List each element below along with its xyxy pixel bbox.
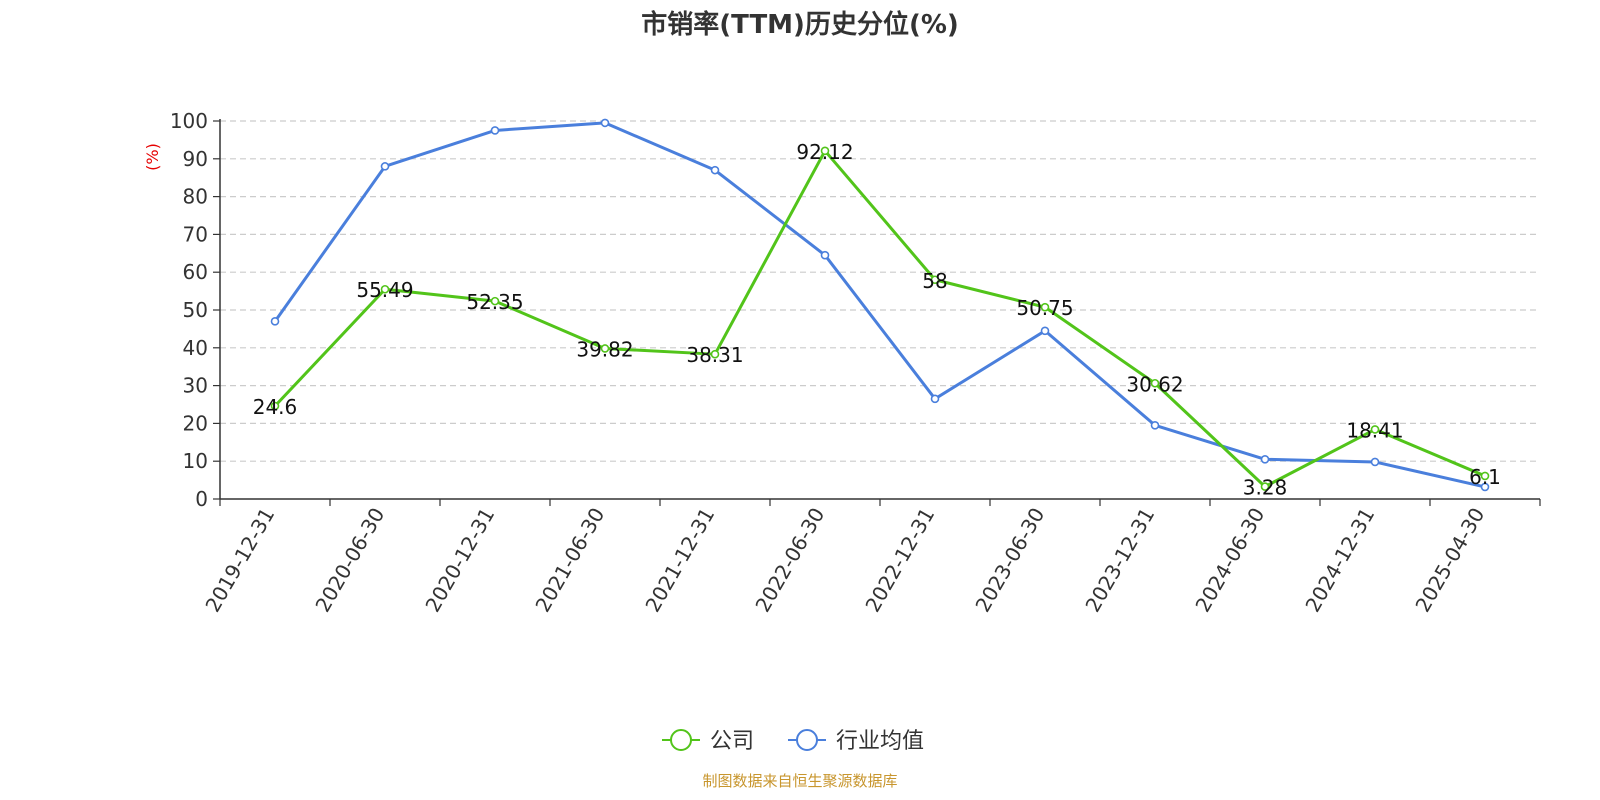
data-point	[710, 165, 720, 175]
source-note: 制图数据来自恒生聚源数据库	[702, 772, 898, 790]
x-tick-label: 2023-12-31	[1080, 504, 1159, 617]
data-point	[1040, 302, 1050, 312]
y-tick-label: 60	[183, 260, 208, 284]
grid-lines	[220, 120, 1540, 462]
data-label: 24.6	[253, 395, 298, 419]
x-tick-label: 2023-06-30	[970, 504, 1049, 617]
data-label: 3.28	[1243, 476, 1288, 500]
y-tick-label: 20	[183, 411, 208, 435]
data-point	[930, 275, 940, 285]
data-point	[490, 296, 500, 306]
x-tick-label: 2022-06-30	[750, 504, 829, 617]
data-point	[1480, 482, 1490, 492]
data-point	[270, 317, 280, 326]
data-label: 38.31	[686, 343, 743, 367]
data-point	[1150, 378, 1160, 388]
legend-label: 行业均值	[836, 729, 924, 754]
series-line	[273, 121, 1486, 489]
data-label: 50.75	[1016, 296, 1073, 320]
data-point	[380, 284, 390, 294]
x-tick-label: 2022-12-31	[860, 504, 939, 617]
x-tick-label: 2020-12-31	[420, 504, 499, 617]
legend: 公司 行业均值	[662, 729, 924, 754]
data-point	[1480, 471, 1490, 481]
data-label: 39.82	[576, 337, 633, 361]
legend-swatch-marker	[670, 729, 692, 751]
x-tick-label: 2024-12-31	[1300, 504, 1379, 617]
data-point	[820, 146, 830, 156]
data-label: 18.41	[1346, 418, 1403, 442]
y-tick-label: 30	[183, 374, 208, 398]
series	[270, 118, 1490, 492]
legend-swatch-marker	[796, 729, 818, 751]
data-point	[600, 344, 610, 353]
y-axis-label: (%)	[143, 143, 162, 171]
legend-label: 公司	[710, 729, 754, 754]
chart-title: 市销率(TTM)历史分位(%)	[641, 10, 959, 40]
data-point	[1260, 455, 1270, 464]
y-tick-label: 80	[183, 185, 208, 209]
y-tick-label: 100	[170, 109, 208, 133]
y-tick-label: 40	[183, 336, 208, 360]
y-tick-label: 50	[183, 298, 208, 322]
x-tick-label: 2020-06-30	[310, 504, 389, 617]
data-label: 58	[922, 269, 947, 293]
data-point	[1370, 457, 1380, 467]
data-point	[710, 349, 720, 359]
data-labels: 24.6 55.49 52.35 39.82 38.31 92.12 58 50.75 30.6…	[253, 140, 1501, 500]
series-line	[273, 149, 1486, 489]
x-tick-label: 2021-06-30	[530, 504, 609, 617]
x-tick-label: 2025-04-30	[1410, 504, 1489, 617]
data-point	[1370, 425, 1380, 434]
data-label: 52.35	[466, 290, 523, 314]
data-point	[1040, 326, 1050, 336]
data-point	[490, 126, 500, 135]
x-tick-label: 2021-12-31	[640, 504, 719, 617]
data-point	[270, 401, 280, 411]
data-label: 55.49	[356, 278, 413, 302]
data-label: 30.62	[1126, 372, 1183, 396]
data-point	[1150, 420, 1160, 430]
data-point	[930, 394, 940, 404]
data-label: 6.1	[1469, 465, 1501, 489]
data-label: 92.12	[796, 140, 853, 164]
y-tick-label: 90	[183, 147, 208, 171]
y-tick-label: 10	[183, 449, 208, 473]
y-tick-label: 0	[195, 487, 208, 511]
data-point	[1260, 482, 1270, 491]
x-tick-label: 2019-12-31	[200, 504, 279, 617]
data-point	[600, 118, 610, 128]
data-point	[380, 162, 390, 171]
y-tick-label: 70	[183, 222, 208, 246]
x-tick-label: 2024-06-30	[1190, 504, 1269, 617]
data-point	[820, 250, 830, 260]
